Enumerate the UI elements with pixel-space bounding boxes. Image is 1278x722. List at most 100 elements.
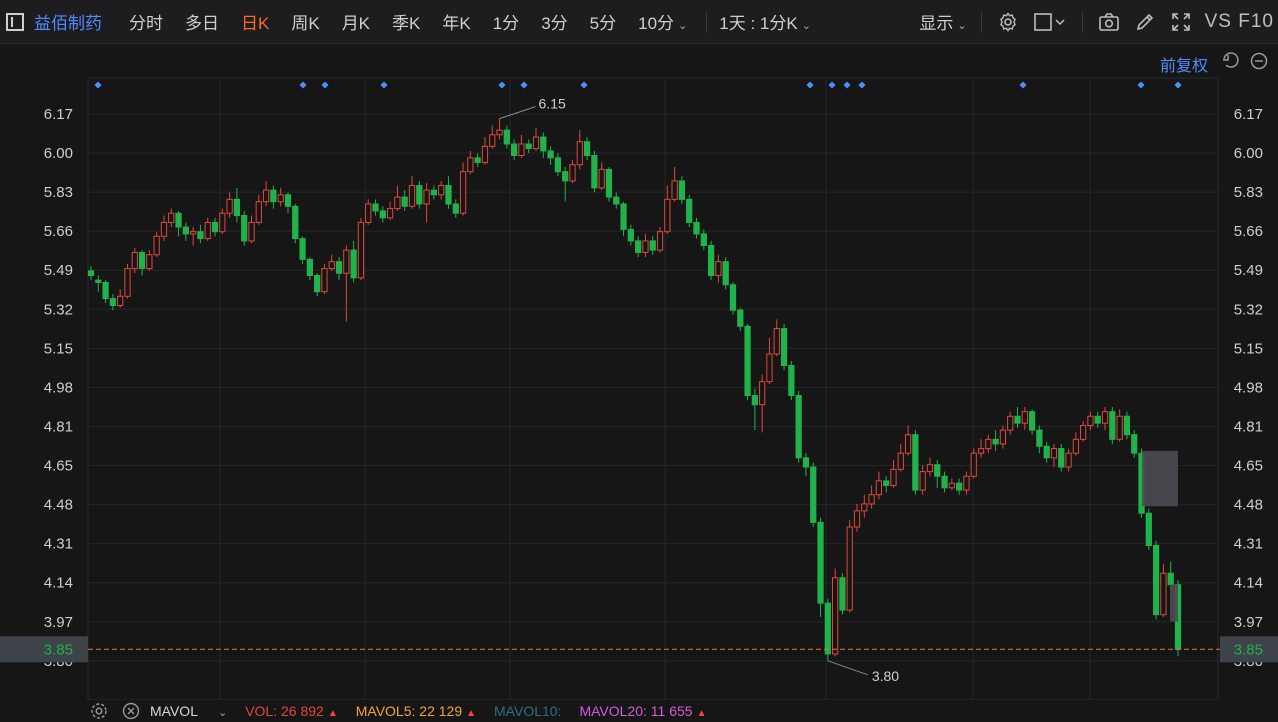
gear-icon[interactable] <box>997 11 1019 33</box>
candle-body <box>233 198 241 217</box>
fullscreen-icon[interactable] <box>1170 11 1192 33</box>
candle-body <box>656 231 664 251</box>
candle <box>941 471 948 493</box>
tab-5min[interactable]: 5分 <box>589 14 617 33</box>
mavol10-label: MAVOL10: <box>494 703 562 719</box>
zoom-out-icon[interactable] <box>1250 52 1268 70</box>
candle-body <box>117 295 124 307</box>
toolbar-divider <box>980 10 982 33</box>
candle-body <box>576 141 583 166</box>
candle-body <box>190 231 197 235</box>
candle <box>744 323 751 401</box>
candle-body <box>511 143 518 157</box>
tab-10min[interactable]: 10分 ⌄ <box>627 9 698 34</box>
tab-1min[interactable]: 1分 <box>492 14 520 33</box>
candle <box>394 185 401 211</box>
candle <box>576 130 583 170</box>
tab-quarterly-k[interactable]: 季K <box>392 14 421 33</box>
candle-body <box>671 180 678 200</box>
candle-body <box>328 261 335 270</box>
vs-f10-button[interactable]: VS F10 <box>1204 10 1274 32</box>
close-icon[interactable] <box>122 702 140 720</box>
candle <box>1145 508 1152 551</box>
camera-icon[interactable] <box>1098 11 1120 33</box>
candle <box>1087 411 1094 431</box>
price-tick-label: 4.98 <box>44 379 73 396</box>
price-tick-label: 4.31 <box>1234 536 1263 553</box>
adjust-mode-button[interactable]: 前复权 <box>1159 58 1208 75</box>
candle-body <box>999 429 1007 445</box>
tab-multi-day[interactable]: 多日 <box>185 14 219 33</box>
candle-body <box>1028 411 1036 431</box>
tab-daily-k[interactable]: 日K <box>241 14 270 33</box>
candle-body <box>722 261 729 286</box>
candle-body <box>817 521 824 604</box>
settings-icon[interactable] <box>90 702 108 720</box>
candle-body <box>211 221 219 233</box>
candle-body <box>350 249 357 279</box>
candle <box>963 471 970 495</box>
candle <box>160 215 168 241</box>
candle-body <box>802 457 810 468</box>
display-menu[interactable]: 显示 ⌄ <box>913 9 972 34</box>
candle-body <box>904 434 912 454</box>
candle <box>817 517 824 618</box>
stock-name[interactable]: 益佰制药 <box>34 14 102 33</box>
mavol5-label: MAVOL5: <box>355 703 416 719</box>
price-tick-label: 4.14 <box>44 575 73 592</box>
event-marker-icon <box>380 81 388 89</box>
candle <box>810 462 817 528</box>
candle <box>401 190 408 211</box>
candle-body <box>569 164 576 182</box>
tab-yearly-k[interactable]: 年K <box>442 14 471 33</box>
candle-body <box>583 141 591 157</box>
candle <box>591 150 598 193</box>
candle-body <box>248 221 255 242</box>
candle <box>423 183 430 223</box>
arrow-up-icon: ▲ <box>696 708 707 719</box>
candle-body <box>1145 512 1152 546</box>
price-tick-label: 4.48 <box>44 497 73 514</box>
color-square-icon[interactable] <box>1033 11 1067 33</box>
tab-timeshare[interactable]: 分时 <box>129 14 163 33</box>
candle <box>481 137 489 165</box>
indicator-select[interactable]: MAVOL ⌄ <box>150 703 227 719</box>
mavol5-reading: MAVOL5: 22 129 ▲ <box>356 703 476 719</box>
pencil-icon[interactable] <box>1134 11 1156 33</box>
candle <box>321 263 328 294</box>
candle <box>904 425 912 456</box>
interval-select[interactable]: 1天 : 1分K ⌄ <box>715 9 815 34</box>
candle-body <box>416 185 423 205</box>
candle <box>430 185 438 200</box>
candle-body <box>875 480 883 496</box>
candle-body <box>613 196 620 205</box>
candle <box>605 167 613 202</box>
candle-body <box>1007 415 1014 431</box>
chart-subbar: 前复权 <box>0 44 1278 78</box>
event-marker-icon <box>520 81 528 89</box>
tab-3min[interactable]: 3分 <box>541 14 568 33</box>
candle-body <box>853 510 861 528</box>
candle <box>802 453 810 477</box>
candle-body <box>102 281 109 300</box>
toolbar-right-group: 显示 ⌄ VS F10 <box>913 9 1278 34</box>
price-tick-label: 5.83 <box>44 184 73 201</box>
candle <box>117 289 124 308</box>
undo-icon[interactable] <box>1222 52 1240 70</box>
candle <box>445 176 452 209</box>
current-price-tag <box>1220 636 1278 663</box>
candle-body <box>992 438 999 445</box>
candle-body <box>270 189 277 203</box>
candle-body <box>518 143 525 157</box>
candle <box>1014 407 1021 428</box>
candlestick-chart[interactable]: 6.17 6.00 5.83 5.66 5.49 5.32 5.15 4.98 4.81 4.65… <box>0 44 1278 700</box>
candle-body <box>452 203 459 214</box>
candle-body <box>934 464 941 477</box>
tab-weekly-k[interactable]: 周K <box>291 14 320 33</box>
candle <box>168 208 175 228</box>
candle-body <box>306 258 313 277</box>
candle <box>627 224 634 246</box>
tab-monthly-k[interactable]: 月K <box>341 14 371 33</box>
sidebar-toggle-icon[interactable] <box>6 12 24 31</box>
price-tick-label: 5.32 <box>1234 301 1263 318</box>
